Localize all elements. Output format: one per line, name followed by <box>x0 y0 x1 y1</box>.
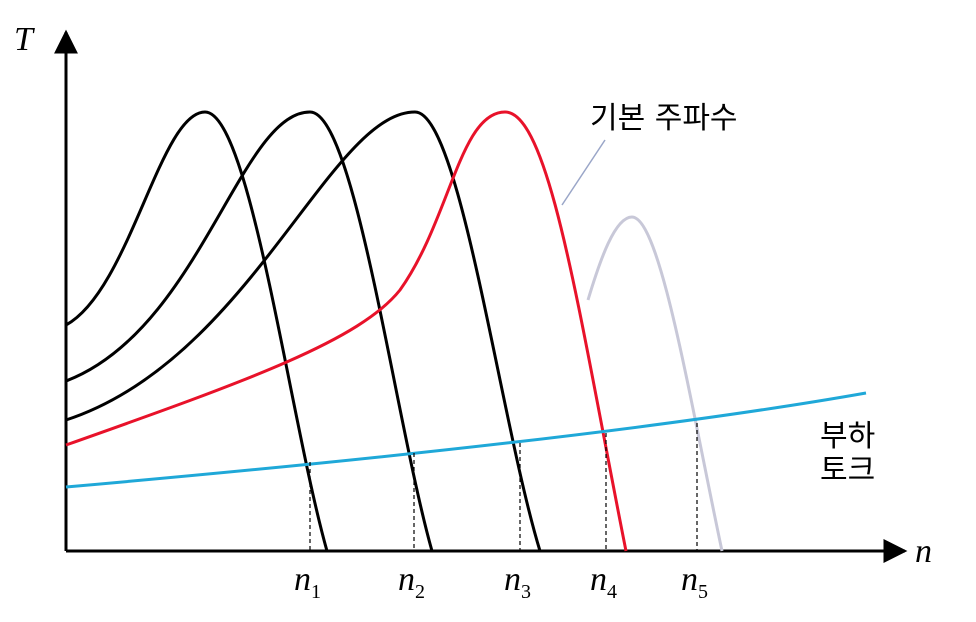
annotation: 부하 <box>820 419 875 454</box>
y-axis-label: T <box>14 21 35 58</box>
tick-label: n2 <box>398 561 425 603</box>
load-torque-line <box>65 391 867 489</box>
curves <box>65 110 867 552</box>
leader-line <box>561 139 606 206</box>
tick-subscript: 2 <box>415 581 425 603</box>
tick-base: n <box>590 561 607 598</box>
tick-subscript: 5 <box>698 581 708 603</box>
tick-base: n <box>504 561 521 598</box>
x-axis-label: n <box>915 533 932 570</box>
tick-label: n4 <box>590 561 617 603</box>
tick-subscript: 1 <box>311 581 321 603</box>
tick-base: n <box>398 561 415 598</box>
tick-labels: n1 n2 n3 n4 n5 <box>294 561 708 603</box>
fundamental-curve <box>65 110 628 552</box>
torque-curve <box>65 110 542 552</box>
tick-label: n1 <box>294 561 321 603</box>
tick-label: n3 <box>504 561 531 603</box>
tick-label: n5 <box>681 561 708 603</box>
annotation: 토크 <box>820 453 875 488</box>
torque-curve <box>65 110 329 552</box>
torque-curve <box>65 110 434 552</box>
dashed-lines <box>309 423 698 551</box>
annotation: 기본 주파수 <box>590 101 738 136</box>
tick-subscript: 3 <box>521 581 531 603</box>
tick-subscript: 4 <box>607 581 617 603</box>
high-freq-curve <box>586 215 724 552</box>
tick-base: n <box>294 561 311 598</box>
tick-base: n <box>681 561 698 598</box>
